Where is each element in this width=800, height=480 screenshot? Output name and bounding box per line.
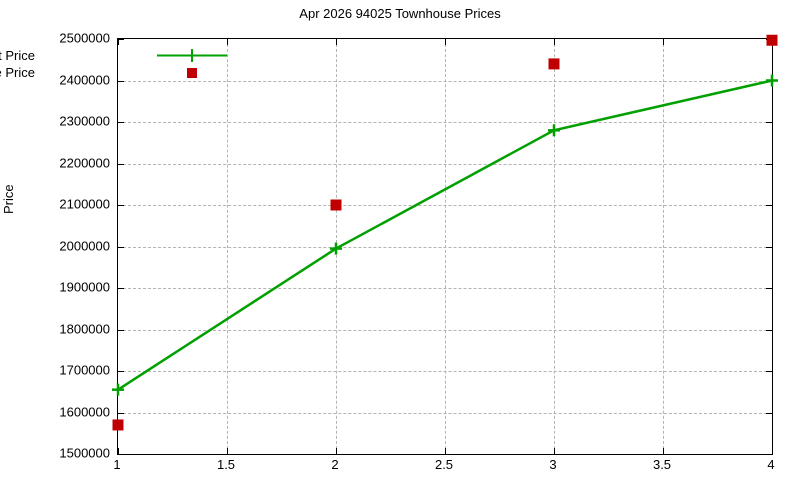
legend-line-plus-icon [155,47,245,64]
y-axis-tick [766,205,772,206]
x-axis-tick-label: 3.5 [652,457,672,472]
y-axis-tick [118,371,124,372]
y-axis-tick-label: 2200000 [59,155,110,170]
legend-label: List Price [0,48,35,63]
data-series-layer [112,34,778,431]
y-axis-tick [766,412,772,414]
y-axis-tick-label: 2000000 [59,238,110,253]
y-axis-tick-label: 1900000 [59,279,110,295]
data-point-square-icon [766,34,778,46]
x-axis-tick [118,39,119,45]
data-point-plus-icon [330,242,342,255]
y-axis-tick [766,454,772,455]
x-axis-tick-label: 3 [549,457,557,472]
gridline-vertical [445,39,446,454]
y-axis-tick-label: 2400000 [59,72,110,87]
y-axis-tick [766,288,772,289]
y-axis-tick-label: 1500000 [59,445,110,461]
x-axis-tick [663,39,664,45]
x-axis-tick [554,39,555,45]
y-axis-tick [118,80,124,82]
x-axis-tick [663,448,664,454]
y-axis-tick [118,205,124,206]
y-axis-tick [118,163,124,165]
gridline-vertical [227,39,228,454]
y-axis-tick [766,246,772,248]
x-axis-tick-label: 4 [767,457,775,472]
y-axis-tick [118,246,124,248]
x-axis-tick [554,448,555,454]
x-axis-tick [227,39,228,45]
legend-label: Sale Price [0,65,35,80]
gridline-vertical [554,39,555,454]
y-axis-tick [118,39,124,40]
x-axis-tick [772,448,773,454]
y-axis-tick-label: 2300000 [59,113,110,129]
x-axis-tick [336,448,337,454]
x-axis-tick [445,39,446,45]
x-axis-tick [118,448,119,454]
y-axis-tick-label: 2100000 [59,196,110,212]
x-axis-tick [336,39,337,45]
y-axis-tick-label: 2500000 [59,30,110,46]
legend-square-icon [155,64,245,81]
y-axis-tick [766,122,772,123]
y-axis-tick-label: 1800000 [59,321,110,336]
data-point-plus-icon [112,383,124,396]
data-point-plus-icon [548,124,560,137]
data-point-square-icon [548,58,560,70]
y-axis-tick-label: 1700000 [59,362,110,378]
data-point-square-icon [112,419,124,431]
x-axis-tick [445,448,446,454]
x-axis-tick [227,448,228,454]
y-axis-tick [118,412,124,414]
x-axis-tick-label: 1 [113,457,121,472]
x-axis-tick-label: 2.5 [434,457,454,472]
plot-area: List Price Sale Price [0,34,778,455]
chart-title: Apr 2026 94025 Townhouse Prices [299,6,501,21]
y-axis-tick [118,454,124,455]
x-axis-tick-label: 1.5 [216,457,236,472]
y-axis-tick-label: 1600000 [59,404,110,419]
data-point-square-icon [330,199,342,211]
data-point-plus-icon [766,74,778,87]
y-axis-tick [118,122,124,123]
y-axis-tick [118,288,124,289]
y-axis-tick [766,329,772,331]
gridline-vertical [663,39,664,454]
y-axis-tick [766,163,772,165]
series-line-list-price [117,79,773,391]
x-axis-tick-label: 2 [331,457,339,472]
y-axis-tick [118,329,124,331]
y-axis-tick [766,371,772,372]
